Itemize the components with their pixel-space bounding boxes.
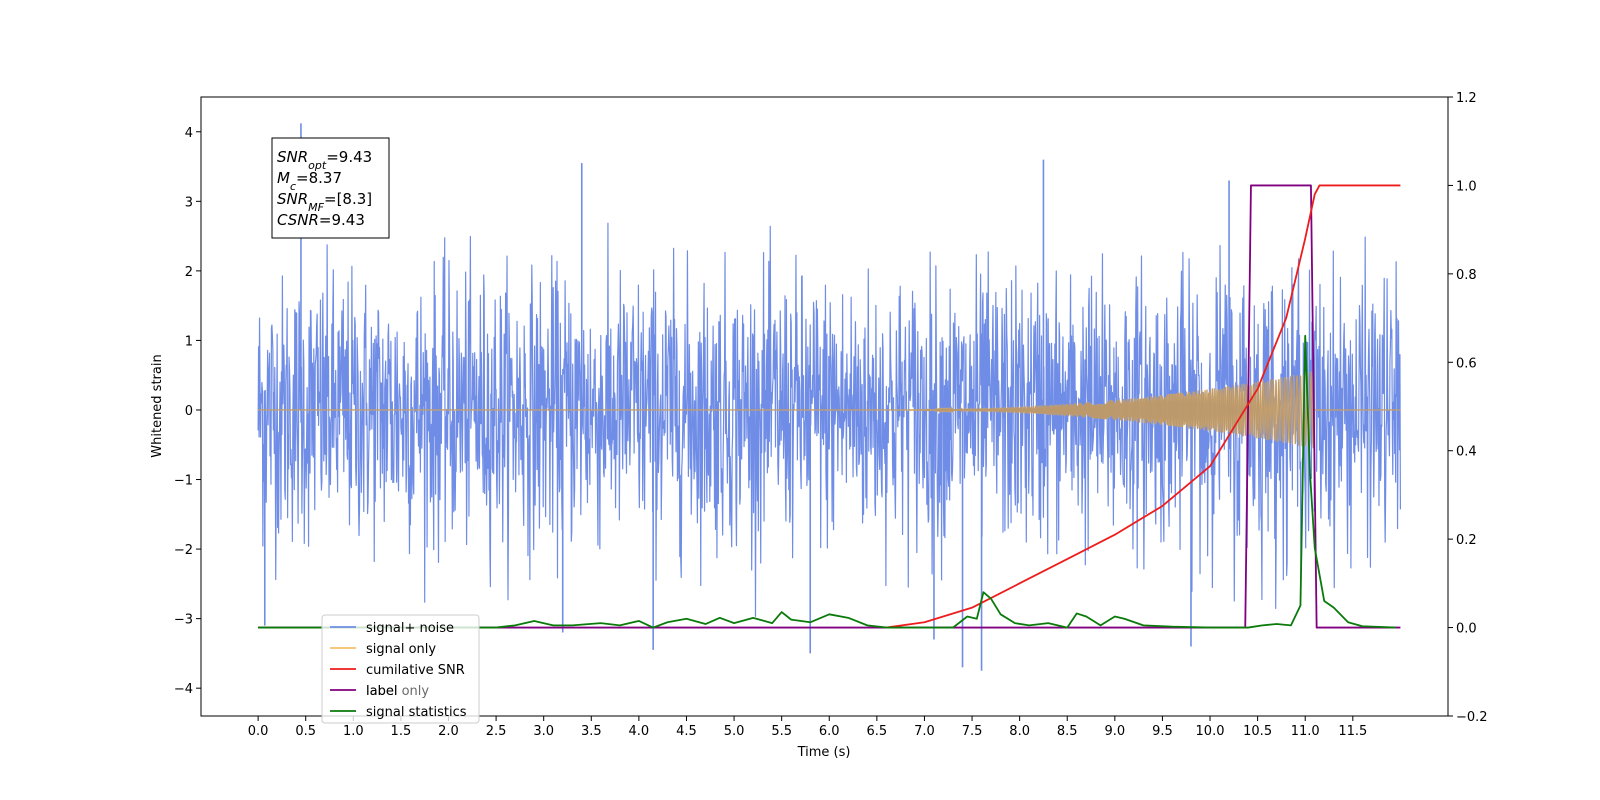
y-left-tick-label: 3 xyxy=(185,195,193,210)
plot-frame xyxy=(200,96,1449,717)
x-tick-label: 1.5 xyxy=(391,724,412,739)
y-right-tick-label: 1.0 xyxy=(1456,179,1477,194)
y-right-tick-label: 0.4 xyxy=(1456,445,1477,460)
x-tick-label: 7.5 xyxy=(962,724,983,739)
series-signal-only xyxy=(258,371,1401,449)
annotation-line: CSNR=9.43 xyxy=(277,211,365,229)
x-tick-label: 10.0 xyxy=(1196,724,1225,739)
legend: signal+ noise signal only cumilative SNR la… xyxy=(321,614,480,724)
y-right-tick-label: −0.2 xyxy=(1456,710,1488,725)
y-right-tick-label: 0.2 xyxy=(1456,533,1477,548)
right-axis-series xyxy=(258,184,1401,629)
y-left-tick-label: 0 xyxy=(185,404,193,419)
y-right-tick-label: 1.2 xyxy=(1456,91,1477,106)
x-tick-label: 11.0 xyxy=(1291,724,1320,739)
x-tick-label: 9.5 xyxy=(1152,724,1173,739)
x-tick-label: 8.5 xyxy=(1057,724,1078,739)
y-left-tick-label: −1 xyxy=(174,474,193,489)
x-tick-label: 2.0 xyxy=(438,724,459,739)
annotation-line: SNRopt=9.43 xyxy=(277,148,372,172)
x-tick-label: 3.0 xyxy=(533,724,554,739)
y-axis-right: −0.2 0.0 0.2 0.4 0.6 0.8 1.0 1.2 xyxy=(1448,91,1488,725)
annotation-line: Mc=8.37 xyxy=(277,169,342,193)
signal-statistics-line xyxy=(258,334,1396,629)
x-tick-label: 5.0 xyxy=(724,724,745,739)
y-left-tick-label: −4 xyxy=(174,682,193,697)
annotation-frame xyxy=(271,137,390,239)
x-tick-label: 2.5 xyxy=(486,724,507,739)
legend-entry: signal statistics xyxy=(366,705,467,720)
x-tick-label: 4.5 xyxy=(676,724,697,739)
x-tick-label: 10.5 xyxy=(1243,724,1272,739)
x-tick-label: 0.0 xyxy=(248,724,269,739)
x-tick-label: 5.5 xyxy=(771,724,792,739)
x-tick-label: 11.5 xyxy=(1338,724,1367,739)
x-tick-label: 3.5 xyxy=(581,724,602,739)
x-axis-label: Time (s) xyxy=(797,745,851,760)
y-right-tick-label: 0.8 xyxy=(1456,268,1477,283)
y-left-tick-label: 4 xyxy=(185,126,193,141)
legend-ghost-entry: label only xyxy=(366,684,429,699)
y-left-tick-label: 2 xyxy=(185,265,193,280)
x-tick-label: 1.0 xyxy=(343,724,364,739)
annotation-line: SNRMF=[8.3] xyxy=(277,190,372,214)
y-axis-left: −4 −3 −2 −1 0 1 2 3 4 xyxy=(174,126,201,697)
y-axis-label: Whitened strain xyxy=(150,354,165,457)
x-tick-label: 7.0 xyxy=(914,724,935,739)
legend-entry: cumilative SNR xyxy=(366,663,465,678)
x-axis: 0.0 0.5 1.0 1.5 2.0 2.5 3.0 3.5 4.0 4.5 5.0 5.5 6.0 6… xyxy=(248,716,1367,739)
y-left-tick-label: −2 xyxy=(174,543,193,558)
signal-only-overlay xyxy=(258,371,1401,449)
x-tick-label: 6.0 xyxy=(819,724,840,739)
legend-entry: label xyxy=(366,684,397,699)
y-left-tick-label: 1 xyxy=(185,334,193,349)
x-tick-label: 9.0 xyxy=(1104,724,1125,739)
x-tick-label: 4.0 xyxy=(629,724,650,739)
legend-entry: signal+ noise xyxy=(366,621,454,636)
signal-noise-line xyxy=(257,222,1401,618)
legend-frame xyxy=(321,614,480,724)
y-right-tick-label: 0.6 xyxy=(1456,356,1477,371)
x-tick-label: 8.0 xyxy=(1009,724,1030,739)
x-tick-label: 6.5 xyxy=(867,724,888,739)
y-left-tick-label: −3 xyxy=(174,613,193,628)
legend-entry: signal only xyxy=(366,642,436,657)
y-right-tick-label: 0.0 xyxy=(1456,622,1477,637)
label-line xyxy=(258,184,1401,629)
x-tick-label: 0.5 xyxy=(295,724,316,739)
